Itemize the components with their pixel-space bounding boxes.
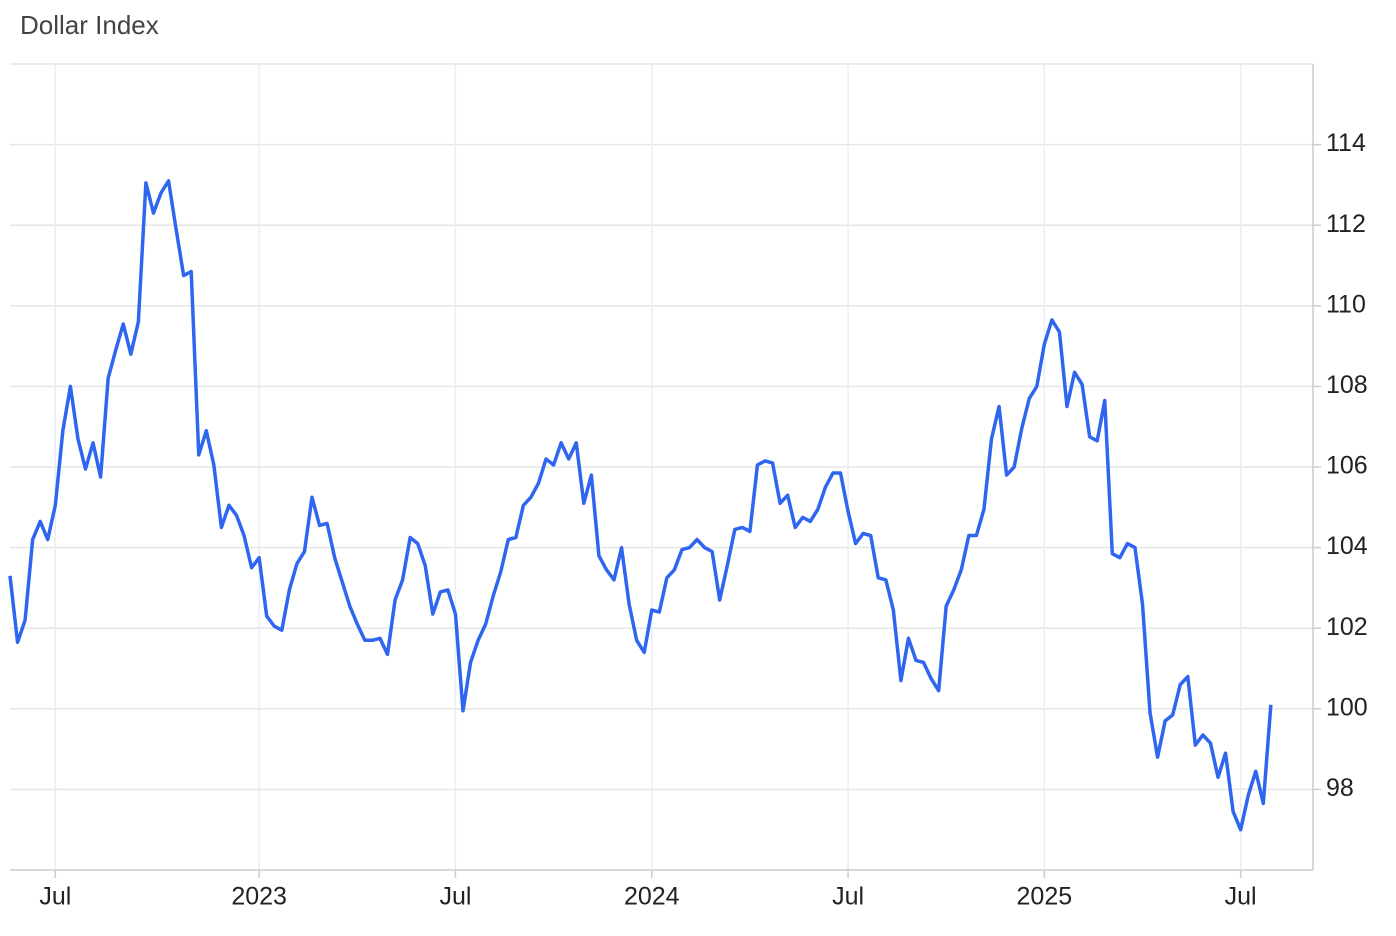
x-tick-label: 2024 [624, 883, 680, 911]
y-tick-label: 100 [1326, 693, 1368, 721]
x-tick-label: Jul [439, 883, 471, 911]
line [8, 179, 1273, 832]
chart-title: Dollar Index [20, 10, 159, 40]
y-tick-label: 106 [1326, 452, 1368, 480]
y-tick-label: 102 [1326, 613, 1368, 641]
y-tick-label: 108 [1326, 371, 1368, 399]
y-tick-label: 112 [1326, 210, 1366, 238]
y-tick-label: 98 [1326, 774, 1354, 802]
y-tick-label: 110 [1326, 290, 1366, 318]
x-tick-label: Jul [832, 883, 864, 911]
x-tick-label: Jul [1225, 883, 1257, 911]
x-tick-label: 2025 [1017, 883, 1073, 911]
y-tick-label: 104 [1326, 532, 1368, 560]
x-tick-label: Jul [39, 883, 71, 911]
y-tick-label: 114 [1326, 129, 1366, 157]
x-tick-label: 2023 [231, 883, 287, 911]
